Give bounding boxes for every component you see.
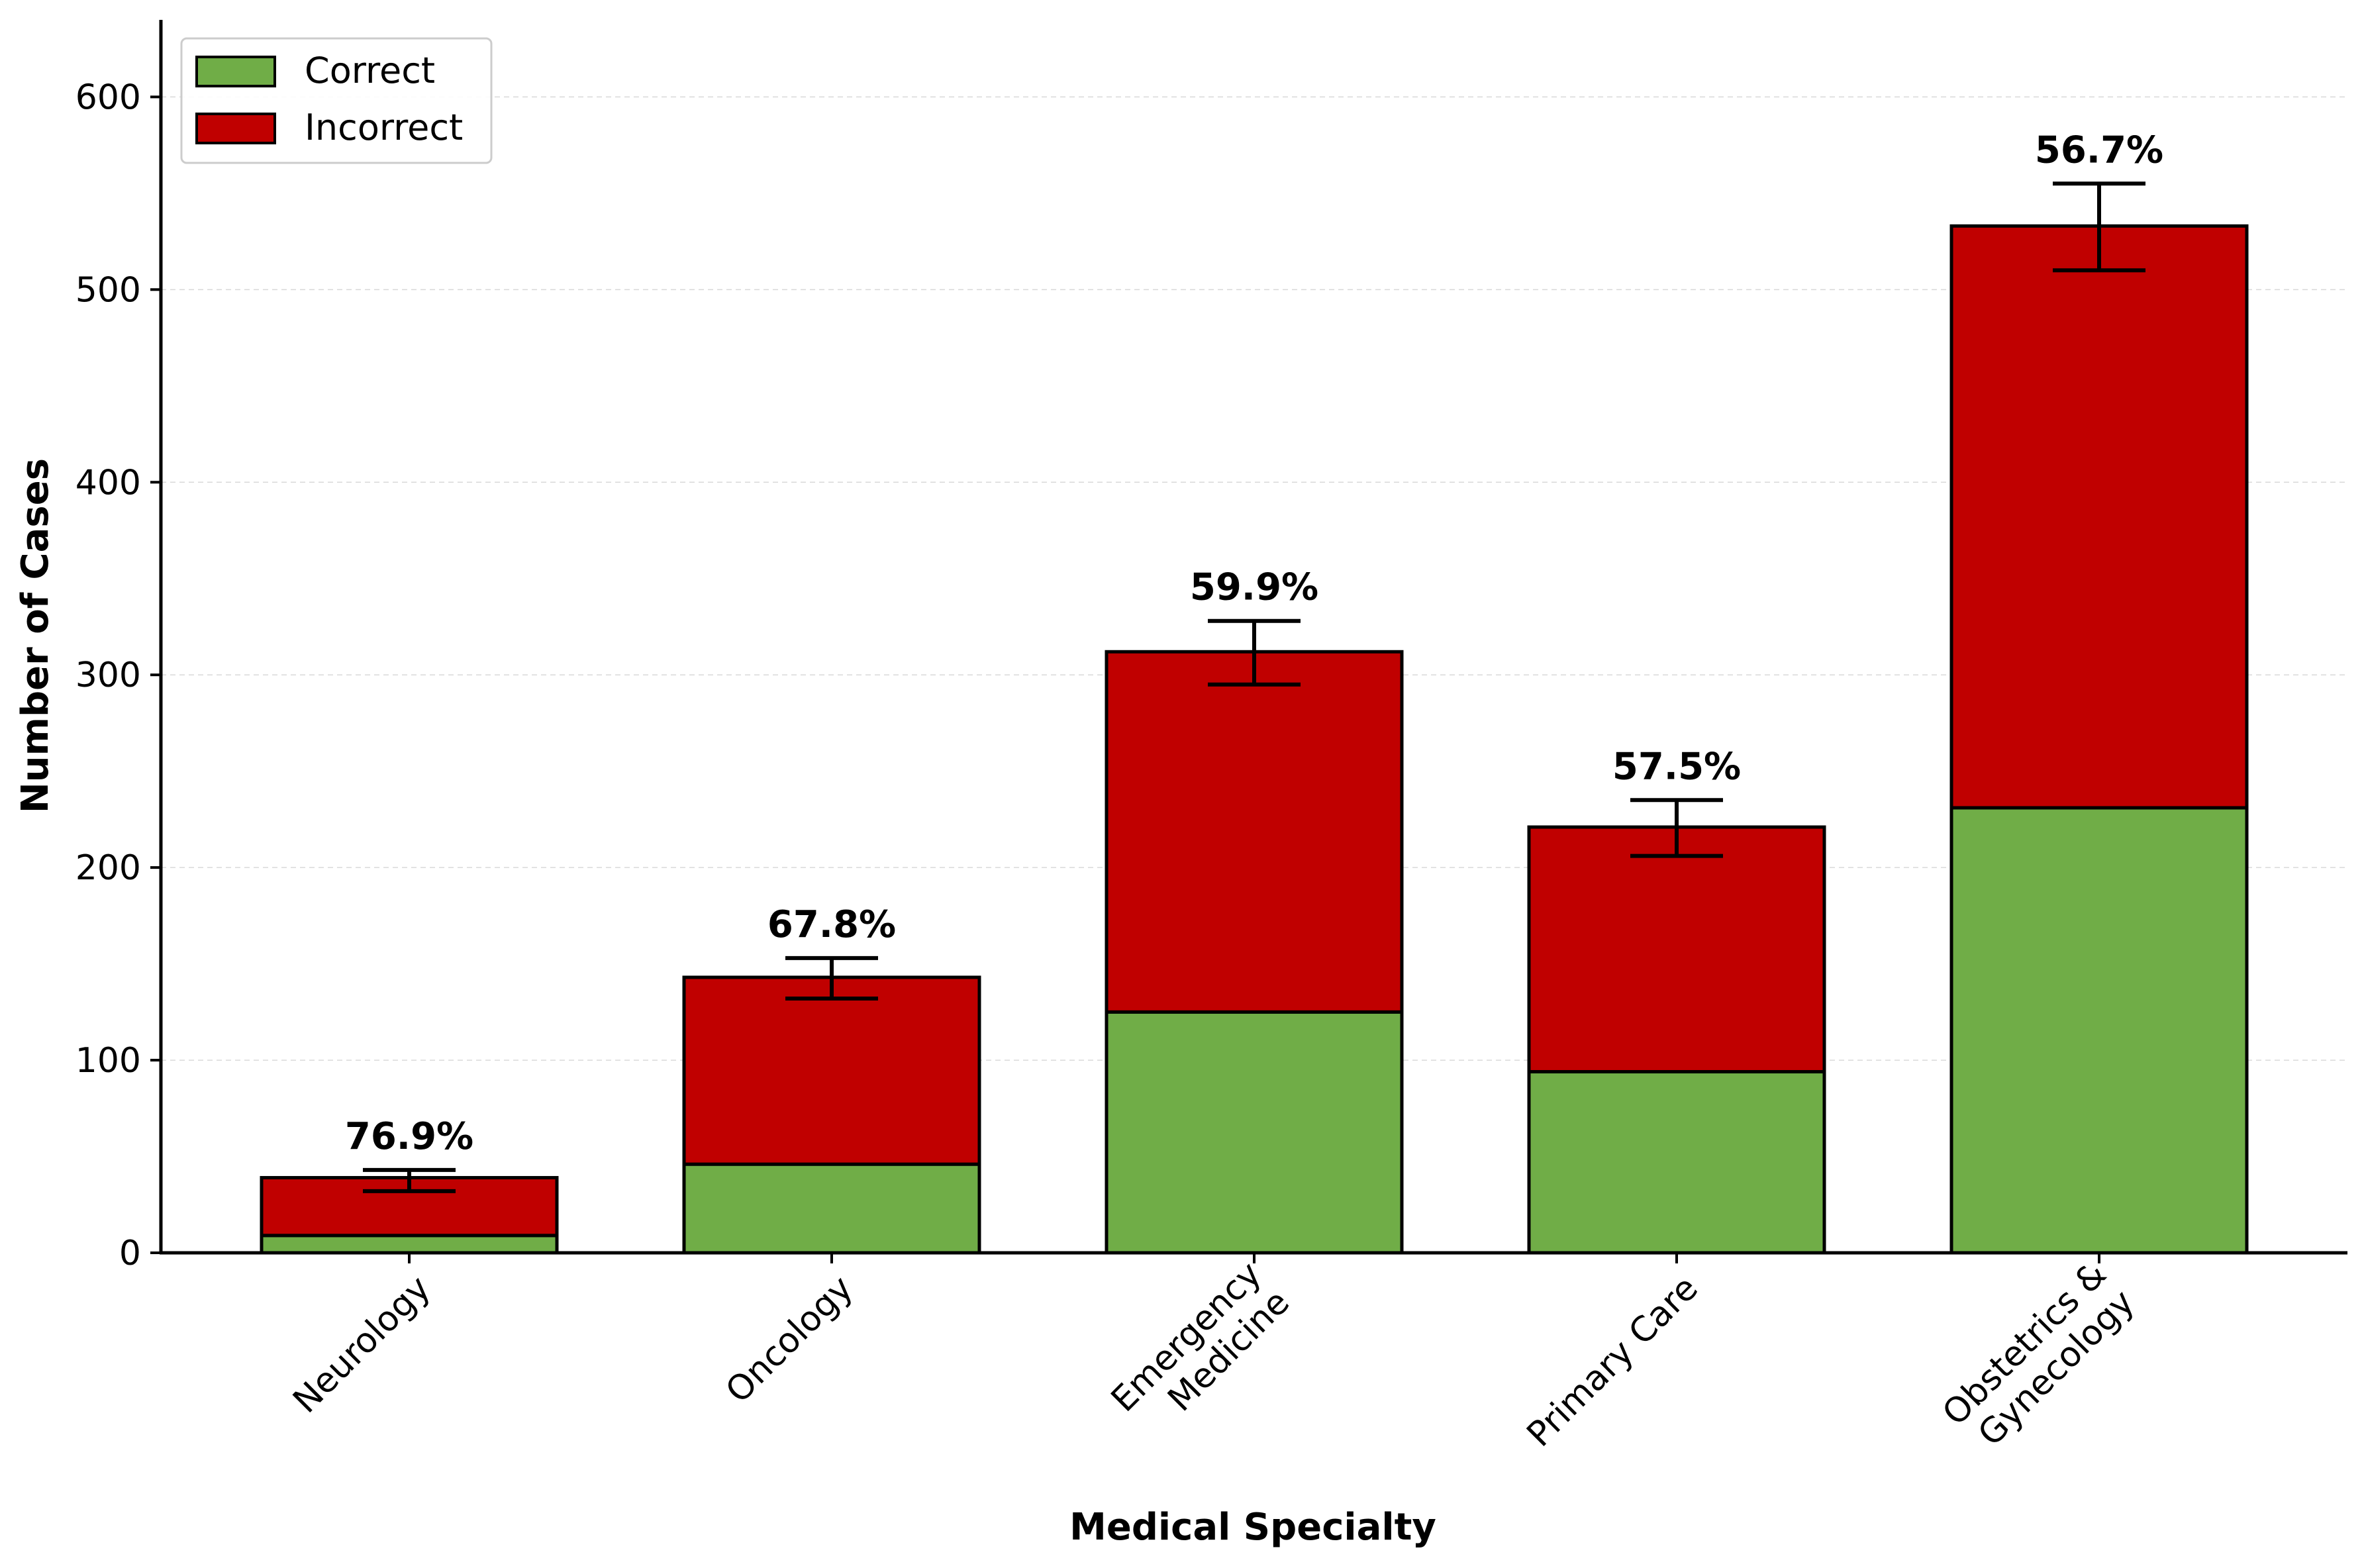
bar-incorrect-2	[1105, 650, 1404, 1014]
legend-swatch-incorrect	[195, 113, 276, 144]
legend-label-correct: Correct	[305, 50, 435, 91]
y-tick-label-600: 600	[75, 77, 141, 117]
y-tick-label-500: 500	[75, 270, 141, 310]
x-tick-label-2: EmergencyMedicine	[1104, 1254, 1297, 1447]
data-label-3: 57.5%	[1612, 745, 1741, 788]
legend: Correct Incorrect	[180, 37, 493, 164]
data-label-1: 67.8%	[767, 903, 896, 946]
bar-correct-0	[260, 1234, 559, 1255]
x-tick-label-line: Oncology	[718, 1268, 861, 1410]
error-bar-4	[2053, 181, 2145, 273]
bars	[260, 224, 2249, 1255]
y-tick-label-300: 300	[75, 656, 141, 695]
x-tick-label-0: Neurology	[285, 1268, 438, 1420]
error-bar-1	[785, 956, 878, 1001]
bar-incorrect-3	[1527, 825, 1826, 1074]
x-tick-label-line: Neurology	[285, 1268, 438, 1420]
error-bar-2	[1208, 618, 1301, 687]
x-tick-label-line: Primary Care	[1520, 1268, 1706, 1454]
y-tick-label-100: 100	[75, 1041, 141, 1081]
bar-correct-3	[1527, 1070, 1826, 1255]
x-tick-label-4: Obstetrics &Gynecology	[1935, 1254, 2142, 1461]
y-tick-label-200: 200	[75, 848, 141, 888]
x-tick-label-1: Oncology	[718, 1268, 861, 1410]
bar-correct-4	[1949, 806, 2249, 1255]
data-label-0: 76.9%	[345, 1115, 473, 1158]
data-label-4: 56.7%	[2035, 128, 2163, 172]
error-bar-3	[1630, 798, 1723, 858]
data-labels: 76.9% 67.8% 59.9% 57.5% 56.7%	[345, 128, 2163, 1158]
y-axis-title: Number of Cases	[14, 458, 57, 813]
y-tick-label-400: 400	[75, 463, 141, 503]
y-tick-label-0: 0	[119, 1234, 141, 1273]
legend-label-incorrect: Incorrect	[305, 107, 463, 148]
bar-correct-1	[682, 1162, 981, 1255]
error-bar-0	[363, 1167, 456, 1193]
x-axis-title: Medical Specialty	[1069, 1506, 1436, 1549]
bar-incorrect-1	[682, 975, 981, 1166]
x-tick-label-3: Primary Care	[1520, 1268, 1706, 1454]
data-label-2: 59.9%	[1190, 566, 1318, 609]
error-bars	[363, 181, 2145, 1193]
legend-swatch-correct	[195, 56, 276, 87]
bar-correct-2	[1105, 1010, 1404, 1255]
bar-incorrect-4	[1949, 224, 2249, 810]
